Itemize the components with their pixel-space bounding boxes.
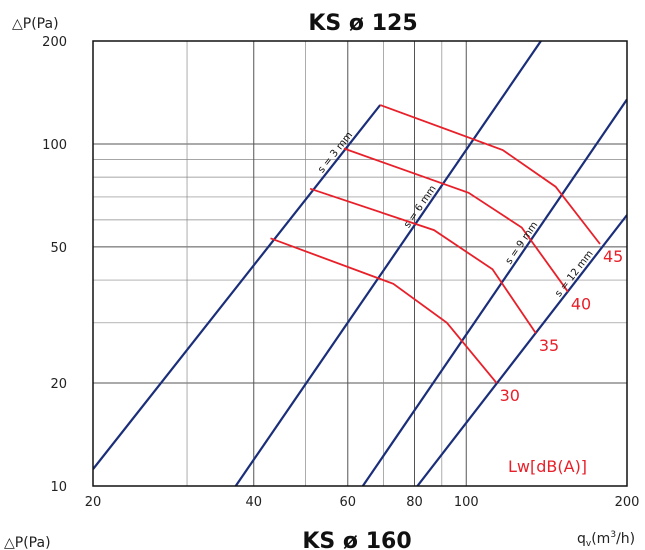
system-line-label: s = 3 mm: [316, 130, 355, 175]
noise-line: [343, 147, 569, 293]
y-tick-label: 20: [50, 377, 67, 392]
x-tick-label: 200: [615, 495, 640, 510]
y-tick-label: 100: [42, 138, 67, 153]
noise-line-label: 35: [539, 336, 559, 355]
noise-line-label: 45: [603, 247, 623, 266]
system-line-label: s = 6 mm: [402, 184, 439, 231]
y-tick-label: 200: [42, 35, 67, 50]
x-tick-label: 60: [340, 495, 357, 510]
noise-line-label: 40: [571, 295, 591, 314]
noise-line: [270, 237, 498, 384]
y-tick-label: 10: [50, 480, 67, 495]
x-tick-label: 20: [85, 495, 102, 510]
x-tick-label: 40: [245, 495, 262, 510]
y-axis-label: △P(Pa): [12, 16, 59, 32]
system-line: [93, 104, 382, 470]
noise-line: [379, 104, 601, 245]
noise-line: [309, 187, 537, 334]
plot-frame: [92, 40, 628, 487]
x-tick-label: 80: [406, 495, 423, 510]
y-axis-label-bottom: △P(Pa): [4, 535, 51, 550]
chart-title: KS ø 125: [308, 11, 417, 36]
system-line: [361, 98, 627, 486]
x-tick-label: 100: [454, 495, 479, 510]
system-line-label: s = 12 mm: [553, 249, 596, 300]
chart-footer-title: KS ø 160: [302, 529, 411, 550]
legend-label: Lw[dB(A)]: [508, 457, 587, 476]
system-line: [234, 41, 542, 486]
system-line: [416, 214, 627, 486]
series: [93, 41, 627, 486]
noise-line-label: 30: [500, 386, 520, 405]
y-tick-label: 50: [50, 241, 67, 256]
labels: 20 40 60 80 100 200 10 20 50 100 200 s = 3 mm s = 6 …: [42, 35, 639, 510]
x-axis-label: qv(m3/h): [577, 530, 635, 549]
